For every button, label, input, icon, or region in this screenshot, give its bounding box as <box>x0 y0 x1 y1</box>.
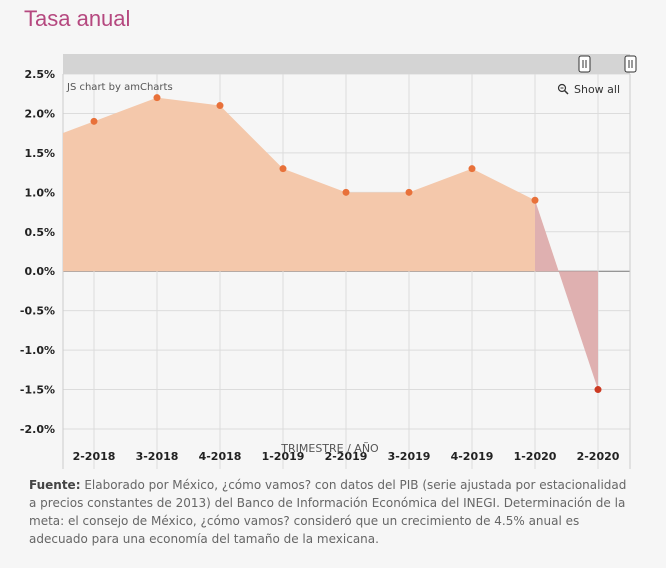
data-point[interactable] <box>342 188 350 196</box>
data-point[interactable] <box>531 196 539 204</box>
area-positive <box>63 97 559 272</box>
data-points <box>90 94 602 394</box>
x-tick-label: 2-2020 <box>577 450 620 463</box>
area-chart: 2.5% 2.0% 1.5% 1.0% 0.5% 0.0% -0.5% -1.0% -1.5% -… <box>20 54 637 469</box>
data-point[interactable] <box>279 165 287 173</box>
chart-title: Tasa anual <box>24 6 131 31</box>
data-point[interactable] <box>594 386 602 394</box>
chart-scrollbar[interactable] <box>63 54 630 74</box>
y-tick-label: 0.0% <box>24 265 55 278</box>
y-tick-label: 1.5% <box>24 147 55 160</box>
area-negative <box>558 271 598 390</box>
y-tick-label: -2.0% <box>20 423 55 436</box>
footer-source: Fuente: Elaborado por México, ¿cómo vamo… <box>29 476 629 548</box>
data-point[interactable] <box>405 188 413 196</box>
x-tick-label: 2-2019 <box>325 450 368 463</box>
x-tick-label: 4-2019 <box>451 450 494 463</box>
x-tick-label: 1-2019 <box>262 450 305 463</box>
data-point[interactable] <box>153 94 161 102</box>
y-tick-label: -1.5% <box>20 384 55 397</box>
area-fills <box>63 97 598 390</box>
x-tick-label: 3-2018 <box>136 450 179 463</box>
footer-text: Elaborado por México, ¿cómo vamos? con d… <box>29 478 627 546</box>
chart-credit[interactable]: JS chart by amCharts <box>66 82 173 93</box>
y-tick-label: 2.5% <box>24 68 55 81</box>
data-point[interactable] <box>90 117 98 125</box>
data-point[interactable] <box>468 165 476 173</box>
scrollbar-left-grip[interactable] <box>578 55 591 73</box>
show-all-label: Show all <box>574 83 620 96</box>
area-transition <box>535 200 559 272</box>
y-tick-label: 1.0% <box>24 186 55 199</box>
y-tick-label: 0.5% <box>24 226 55 239</box>
x-tick-label: 1-2020 <box>514 450 557 463</box>
data-point[interactable] <box>216 102 224 110</box>
footer-label: Fuente: <box>29 478 81 492</box>
y-tick-label: 2.0% <box>24 107 55 120</box>
x-tick-label: 2-2018 <box>73 450 116 463</box>
x-axis-title: TRIMESTRE / AÑO <box>280 442 379 455</box>
y-axis-ticks: 2.5% 2.0% 1.5% 1.0% 0.5% 0.0% -0.5% -1.0% -1.5% -… <box>20 68 55 436</box>
x-tick-label: 4-2018 <box>199 450 242 463</box>
scrollbar-right-grip[interactable] <box>624 55 637 73</box>
y-tick-label: -1.0% <box>20 344 55 357</box>
x-axis-ticks: 2-2018 3-2018 4-2018 1-2019 2-2019 3-2019 4-20… <box>73 450 620 463</box>
x-tick-label: 3-2019 <box>388 450 431 463</box>
y-tick-label: -0.5% <box>20 305 55 318</box>
show-all-button[interactable]: Show all <box>557 83 621 96</box>
zoom-out-icon <box>557 83 569 95</box>
